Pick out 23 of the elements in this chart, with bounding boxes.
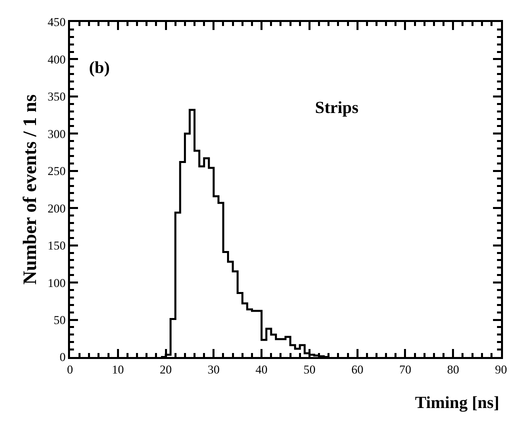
y-tick-label: 300 bbox=[48, 126, 66, 141]
x-tick-label: 60 bbox=[351, 362, 364, 376]
x-tick-label: 70 bbox=[399, 362, 412, 376]
y-tick-label: 200 bbox=[48, 201, 66, 216]
annotation: Strips bbox=[315, 98, 359, 117]
x-tick-label: 10 bbox=[112, 362, 124, 376]
y-tick-label: 450 bbox=[48, 15, 66, 30]
y-tick-label: 250 bbox=[48, 164, 66, 178]
y-tick-label: 0 bbox=[60, 350, 66, 364]
y-tick-label: 100 bbox=[48, 276, 66, 290]
y-tick-label: 350 bbox=[48, 90, 66, 104]
y-tick-label: 400 bbox=[48, 52, 66, 66]
annotation: (b) bbox=[89, 58, 110, 77]
x-tick-label: 20 bbox=[160, 362, 172, 376]
x-tick-label: 40 bbox=[256, 362, 268, 376]
x-tick-label: 30 bbox=[208, 362, 220, 376]
y-axis-title: Number of events / 1 ns bbox=[20, 94, 41, 285]
y-tick-label: 150 bbox=[48, 238, 66, 253]
y-tick-label: 50 bbox=[54, 312, 66, 327]
x-axis-title: Timing [ns] bbox=[415, 393, 500, 412]
x-tick-label: 50 bbox=[303, 362, 316, 376]
x-tick-label: 90 bbox=[495, 362, 507, 376]
x-tick-label: 80 bbox=[447, 362, 460, 376]
